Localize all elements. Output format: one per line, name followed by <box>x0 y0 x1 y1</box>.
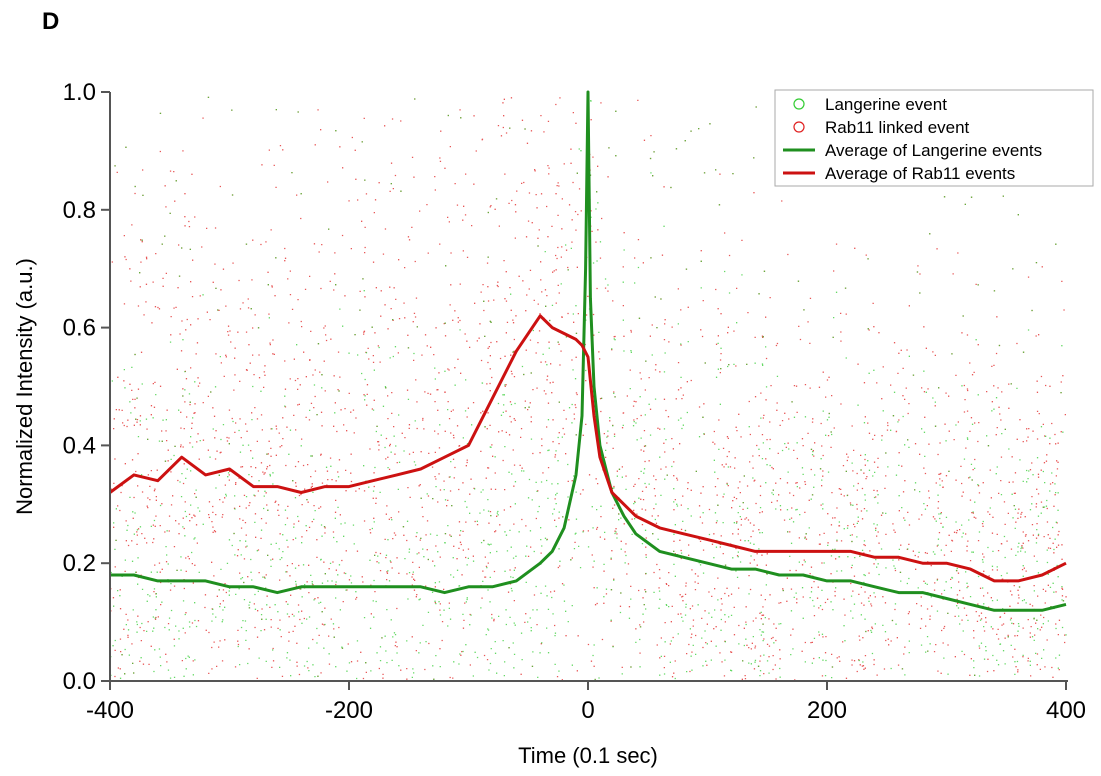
x-axis-title: Time (0.1 sec) <box>518 743 658 768</box>
panel-letter: D <box>42 8 60 35</box>
legend: Langerine event Rab11 linked event Average… <box>774 89 1094 187</box>
langerine-average-line <box>110 90 1067 612</box>
y-tick-label: 1.0 <box>63 79 96 106</box>
langerine-event-points <box>110 96 1067 682</box>
y-tick-label: 0.4 <box>63 432 96 459</box>
legend-entry-label: Langerine event <box>825 95 947 114</box>
rab11-average-line <box>109 314 1067 583</box>
legend-entry-label: Rab11 linked event <box>825 118 970 137</box>
legend-marker-symbol <box>793 98 805 110</box>
x-tick-label: -400 <box>86 697 134 724</box>
y-tick-label: 0.2 <box>63 550 96 577</box>
y-axis-title: Normalized Intensity (a.u.) <box>12 258 37 515</box>
legend-entry-label: Average of Rab11 events <box>825 164 1015 183</box>
scatter-points-layer <box>110 96 1067 682</box>
legend-marker-symbol <box>793 121 805 133</box>
axes: 0.0 0.2 0.4 0.6 0.8 1.0 -400 -200 0 200 400 Time (0… <box>12 79 1086 768</box>
legend-box <box>774 89 1094 187</box>
legend-entry-label: Average of Langerine events <box>825 141 1042 160</box>
x-tick-label: 0 <box>581 697 594 724</box>
y-tick-label: 0.0 <box>63 668 96 695</box>
x-tick-label: -200 <box>325 697 373 724</box>
y-tick-label: 0.6 <box>63 315 96 342</box>
average-lines-layer <box>109 90 1067 612</box>
x-tick-label: 200 <box>807 697 847 724</box>
y-tick-label: 0.8 <box>63 197 96 224</box>
x-tick-label: 400 <box>1046 697 1086 724</box>
